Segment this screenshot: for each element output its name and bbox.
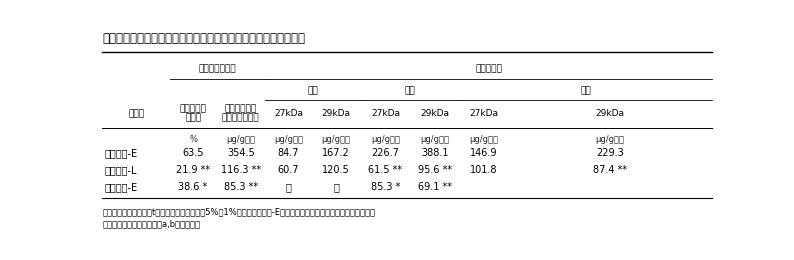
Text: 354.5: 354.5: [227, 148, 255, 158]
Text: 表３．莢先熟発生程度と各ステージにおける茎皮層のＶＳＰ含量: 表３．莢先熟発生程度と各ステージにおける茎皮層のＶＳＰ含量: [102, 32, 306, 45]
Text: 61.5 **: 61.5 **: [368, 165, 403, 175]
Text: 27kDa: 27kDa: [469, 109, 499, 118]
Text: μg/g生重: μg/g生重: [322, 135, 351, 144]
Text: 167.2: 167.2: [322, 148, 350, 158]
Text: 226.7: 226.7: [372, 148, 399, 158]
Text: 120.5: 120.5: [322, 165, 350, 175]
Text: 莢先熟発生程度: 莢先熟発生程度: [198, 65, 237, 74]
Text: μg/g生重: μg/g生重: [469, 135, 499, 144]
Text: スズマル-L: スズマル-L: [105, 165, 137, 175]
Text: μg/g生重: μg/g生重: [596, 135, 625, 144]
Text: μg/g生重: μg/g生重: [420, 135, 449, 144]
Text: ＊，＊＊を付した値はt検定においてそれぞれ5%，1%水準でスズマル-E区の値に対して有意差があることを示す．: ＊，＊＊を付した値はt検定においてそれぞれ5%，1%水準でスズマル-E区の値に対…: [102, 207, 376, 216]
Text: ＶＳＰ含量: ＶＳＰ含量: [475, 65, 502, 74]
Text: Ｒ７: Ｒ７: [580, 87, 591, 96]
Text: 69.1 **: 69.1 **: [418, 182, 452, 192]
Text: －: －: [286, 182, 291, 192]
Text: 29kDa: 29kDa: [322, 109, 351, 118]
Text: 21.9 **: 21.9 **: [176, 165, 210, 175]
Text: 63.5: 63.5: [183, 148, 204, 158]
Text: －: －: [333, 182, 339, 192]
Text: μg/g生重: μg/g生重: [226, 135, 256, 144]
Text: 84.7: 84.7: [278, 148, 299, 158]
Text: 229.3: 229.3: [596, 148, 624, 158]
Text: 60.7: 60.7: [278, 165, 299, 175]
Text: %: %: [189, 135, 197, 144]
Text: 29kDa: 29kDa: [596, 109, 625, 118]
Text: 27kDa: 27kDa: [371, 109, 400, 118]
Text: フィル含量１）: フィル含量１）: [222, 114, 260, 123]
Text: Ｒ４: Ｒ４: [308, 87, 318, 96]
Text: 85.3 **: 85.3 **: [224, 182, 258, 192]
Text: μg/g生重: μg/g生重: [371, 135, 400, 144]
Text: 116.3 **: 116.3 **: [221, 165, 261, 175]
Text: Ｒ６: Ｒ６: [405, 87, 415, 96]
Text: Ｒ７のクロロ: Ｒ７のクロロ: [225, 105, 257, 114]
Text: スズカリ-E: スズカリ-E: [105, 182, 138, 192]
Text: μg/g生重: μg/g生重: [274, 135, 303, 144]
Text: 101.8: 101.8: [470, 165, 498, 175]
Text: 85.3 *: 85.3 *: [371, 182, 400, 192]
Text: 試験区: 試験区: [128, 109, 145, 118]
Text: 146.9: 146.9: [470, 148, 498, 158]
Text: の比率: の比率: [185, 114, 201, 123]
Text: 388.1: 388.1: [421, 148, 449, 158]
Text: 87.4 **: 87.4 **: [593, 165, 627, 175]
Text: 38.6 *: 38.6 *: [179, 182, 208, 192]
Text: 95.6 **: 95.6 **: [418, 165, 452, 175]
Text: 注）茎皮層のクロロフィルa,b含量の合計: 注）茎皮層のクロロフィルa,b含量の合計: [102, 219, 200, 228]
Text: 莢先熟固体: 莢先熟固体: [179, 105, 206, 114]
Text: 29kDa: 29kDa: [420, 109, 449, 118]
Text: スズマル-E: スズマル-E: [105, 148, 138, 158]
Text: 27kDa: 27kDa: [274, 109, 303, 118]
